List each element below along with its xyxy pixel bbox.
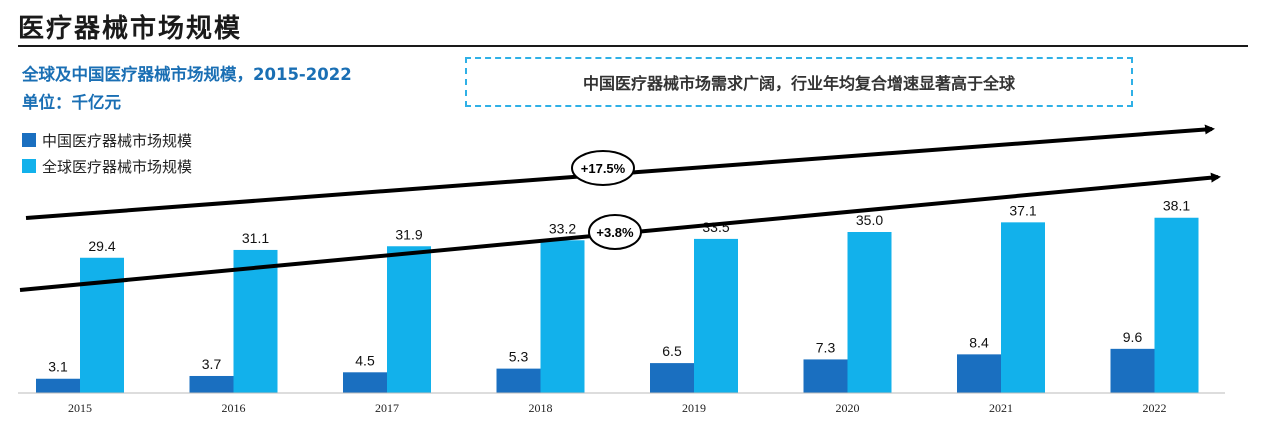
- chart-title: 全球及中国医疗器械市场规模，2015-2022: [22, 65, 352, 84]
- legend: 中国医疗器械市场规模 全球医疗器械市场规模: [22, 127, 192, 179]
- bar-china-2022: [1110, 348, 1155, 393]
- x-tick-labels: 2015 2016 2017 2018 2019 2020 2021 2022: [68, 401, 1167, 415]
- value-label-china-2015: 3.1: [48, 359, 68, 375]
- cagr-badge-china: +3.8%: [588, 214, 642, 250]
- legend-item-china: 中国医疗器械市场规模: [22, 127, 192, 153]
- value-label-global-2020: 35.0: [856, 212, 883, 228]
- legend-swatch-china: [22, 133, 36, 147]
- bar-china-2016: [189, 375, 234, 393]
- page-title: 医疗器械市场规模: [18, 14, 243, 44]
- bar-global-2022: [1154, 217, 1199, 393]
- x-tick-label-2020: 2020: [836, 401, 860, 415]
- cagr-label-china: +3.8%: [596, 225, 634, 240]
- value-label-china-2020: 7.3: [816, 339, 836, 355]
- bar-global-2020: [847, 232, 892, 393]
- value-label-china-2018: 5.3: [509, 349, 529, 365]
- legend-swatch-global: [22, 159, 36, 173]
- legend-label-china: 中国医疗器械市场规模: [42, 131, 193, 150]
- title-rule: [18, 45, 1248, 47]
- bar-china-2019: [650, 363, 694, 393]
- value-label-global-2021: 37.1: [1009, 202, 1036, 218]
- callout-text: 中国医疗器械市场需求广阔，行业年均复合增速显著高于全球: [582, 74, 1015, 93]
- bar-global-2019: [694, 238, 738, 393]
- value-label-global-2015: 29.4: [88, 238, 115, 254]
- value-label-global-2018: 33.2: [549, 220, 576, 236]
- value-label-china-2017: 4.5: [355, 352, 375, 368]
- value-label-china-2019: 6.5: [662, 343, 682, 359]
- bar-china-2017: [343, 372, 387, 393]
- x-tick-label-2019: 2019: [682, 401, 706, 415]
- cagr-label-global: +17.5%: [581, 161, 626, 176]
- value-label-china-2022: 9.6: [1123, 329, 1143, 345]
- cagr-badge-global: +17.5%: [571, 150, 635, 186]
- bar-global-2017: [387, 246, 431, 393]
- chart-unit: 单位：千亿元: [22, 93, 121, 112]
- bar-global-2021: [1001, 222, 1045, 393]
- bar-global-2016: [233, 249, 278, 393]
- x-tick-label-2018: 2018: [529, 401, 553, 415]
- legend-item-global: 全球医疗器械市场规模: [22, 153, 192, 179]
- value-label-china-2021: 8.4: [969, 334, 989, 350]
- bar-china-2020: [803, 359, 848, 393]
- x-tick-label-2021: 2021: [989, 401, 1013, 415]
- value-label-global-2016: 31.1: [242, 230, 269, 246]
- bar-global-2018: [540, 240, 585, 393]
- bar-china-2018: [496, 368, 541, 393]
- x-tick-label-2022: 2022: [1143, 401, 1167, 415]
- callout-box: 中国医疗器械市场需求广阔，行业年均复合增速显著高于全球: [465, 57, 1133, 107]
- legend-label-global: 全球医疗器械市场规模: [42, 157, 193, 176]
- x-tick-label-2016: 2016: [222, 401, 246, 415]
- bars-group: 3.129.43.731.14.531.95.333.26.533.57.335…: [36, 198, 1199, 393]
- bar-global-2015: [80, 257, 124, 393]
- x-tick-label-2015: 2015: [68, 401, 92, 415]
- bar-china-2021: [957, 354, 1001, 393]
- value-label-global-2022: 38.1: [1163, 198, 1190, 214]
- x-tick-label-2017: 2017: [375, 401, 399, 415]
- value-label-china-2016: 3.7: [202, 356, 222, 372]
- value-label-global-2017: 31.9: [395, 226, 422, 242]
- bar-china-2015: [36, 378, 80, 393]
